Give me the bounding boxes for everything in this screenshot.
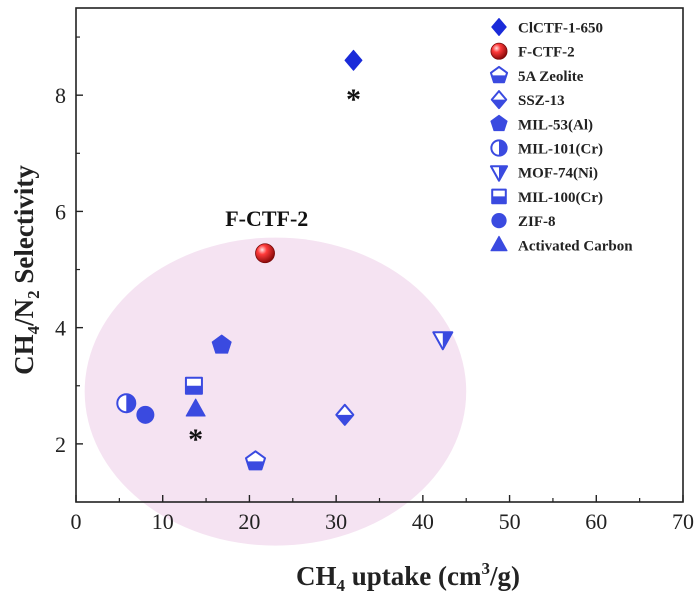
y-title-rest: Selectivity	[9, 165, 39, 291]
legend-label: SSZ-13	[518, 93, 565, 109]
legend-item-f-ctf-2: F-CTF-2	[490, 42, 575, 61]
point-ssz-13	[335, 403, 355, 426]
point-mof-74-ni	[432, 331, 454, 351]
legend-marker-5a-zeolite	[489, 65, 509, 84]
legend: ClCTF-1-650 F-CTF-2 5A Zeolite SSZ-13 MIL-53…	[489, 18, 633, 254]
x-tick-label: 20	[238, 509, 260, 534]
legend-item-zif-8: ZIF-8	[491, 212, 556, 230]
x-tick-label: 40	[412, 509, 434, 534]
highlight-region-layer	[84, 237, 467, 546]
label-annotation: F-CTF-2	[225, 206, 308, 231]
legend-label: MIL-101(Cr)	[518, 142, 603, 158]
legend-marker-mof-74-ni	[489, 165, 509, 182]
legend-label: 5A Zeolite	[518, 69, 584, 85]
axes: 0 10 20 30 40 50 60 70 2 4 6 8	[55, 7, 694, 534]
x-tick-label: 10	[152, 509, 174, 534]
x-title-end: /g)	[489, 561, 520, 591]
y-axis-title: CH4/N2 Selectivity	[9, 165, 43, 375]
asterisk-annotation: *	[346, 83, 361, 116]
point-activated-carbon	[185, 398, 206, 417]
x-title-base: CH	[296, 561, 337, 591]
y-title-base: CH	[9, 334, 39, 375]
y-tick-label: 6	[55, 199, 66, 224]
legend-item-ssz-13: SSZ-13	[490, 90, 565, 110]
annotations: F-CTF-2 * *	[188, 83, 361, 456]
point-zif-8	[136, 405, 155, 424]
point-mil-100-cr	[184, 376, 203, 395]
legend-label: MIL-100(Cr)	[518, 190, 603, 206]
y-title-sub2: 2	[24, 290, 43, 299]
legend-item-mil-101-cr: MIL-101(Cr)	[490, 139, 603, 158]
point-f-ctf-2	[255, 243, 275, 264]
x-tick-label: 70	[672, 509, 694, 534]
legend-marker-zif-8	[491, 212, 507, 229]
legend-item-activated-carbon: Activated Carbon	[490, 235, 633, 254]
legend-item-mil-100-cr: MIL-100(Cr)	[491, 188, 603, 206]
legend-label: ClCTF-1-650	[518, 21, 603, 37]
legend-marker-activated-carbon	[490, 235, 508, 252]
legend-marker-ssz-13	[490, 90, 508, 110]
y-tick-label: 4	[55, 316, 66, 341]
legend-item-5a-zeolite: 5A Zeolite	[489, 65, 584, 85]
legend-item-mil-53-al: MIL-53(Al)	[490, 114, 593, 133]
x-title-rest: uptake (cm	[345, 561, 482, 591]
point-mil-53-al	[211, 334, 232, 354]
legend-label: MIL-53(Al)	[518, 117, 593, 133]
highlight-ellipse	[84, 237, 467, 546]
legend-label: MOF-74(Ni)	[518, 166, 598, 182]
x-tick-label: 30	[325, 509, 347, 534]
x-axis-title: CH4 uptake (cm3/g)	[296, 559, 520, 595]
point-clctf-1-650	[344, 49, 363, 71]
legend-label: ZIF-8	[518, 214, 556, 230]
y-title-sub1: 4	[24, 325, 43, 334]
x-tick-label: 0	[71, 509, 82, 534]
point-mil-101-cr	[116, 393, 137, 414]
data-points	[116, 49, 454, 471]
legend-marker-mil-53-al	[490, 114, 508, 132]
asterisk-annotation: *	[188, 423, 203, 456]
y-tick-label: 8	[55, 83, 66, 108]
legend-marker-clctf-1-650	[491, 18, 507, 36]
legend-marker-mil-100-cr	[491, 188, 507, 205]
x-title-sup: 3	[482, 559, 491, 578]
x-title-sub: 4	[337, 576, 346, 595]
legend-marker-mil-101-cr	[490, 139, 508, 157]
x-tick-label: 50	[499, 509, 521, 534]
legend-label: F-CTF-2	[518, 45, 575, 61]
y-title-mid: /N	[9, 298, 39, 327]
point-5a-zeolite	[244, 450, 267, 471]
legend-item-mof-74-ni: MOF-74(Ni)	[489, 165, 598, 182]
legend-item-clctf-1-650: ClCTF-1-650	[491, 18, 603, 37]
x-tick-label: 60	[585, 509, 607, 534]
y-tick-label: 2	[55, 432, 66, 457]
legend-label: Activated Carbon	[518, 238, 633, 254]
legend-marker-f-ctf-2	[490, 42, 508, 60]
